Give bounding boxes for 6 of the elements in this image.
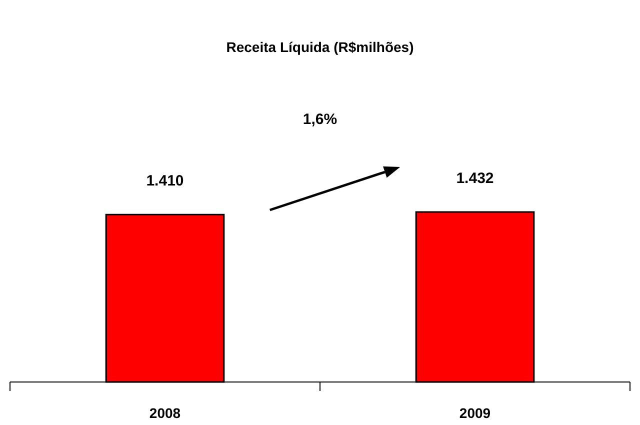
chart-title: Receita Líquida (R$milhões)	[226, 39, 414, 55]
text: 1,6%	[302, 111, 338, 128]
data-label: 1.410	[146, 172, 184, 190]
x-tick-label: 2009	[459, 405, 491, 421]
data-label: 1.432	[456, 170, 494, 187]
x-tick-label: 2008	[149, 405, 181, 421]
